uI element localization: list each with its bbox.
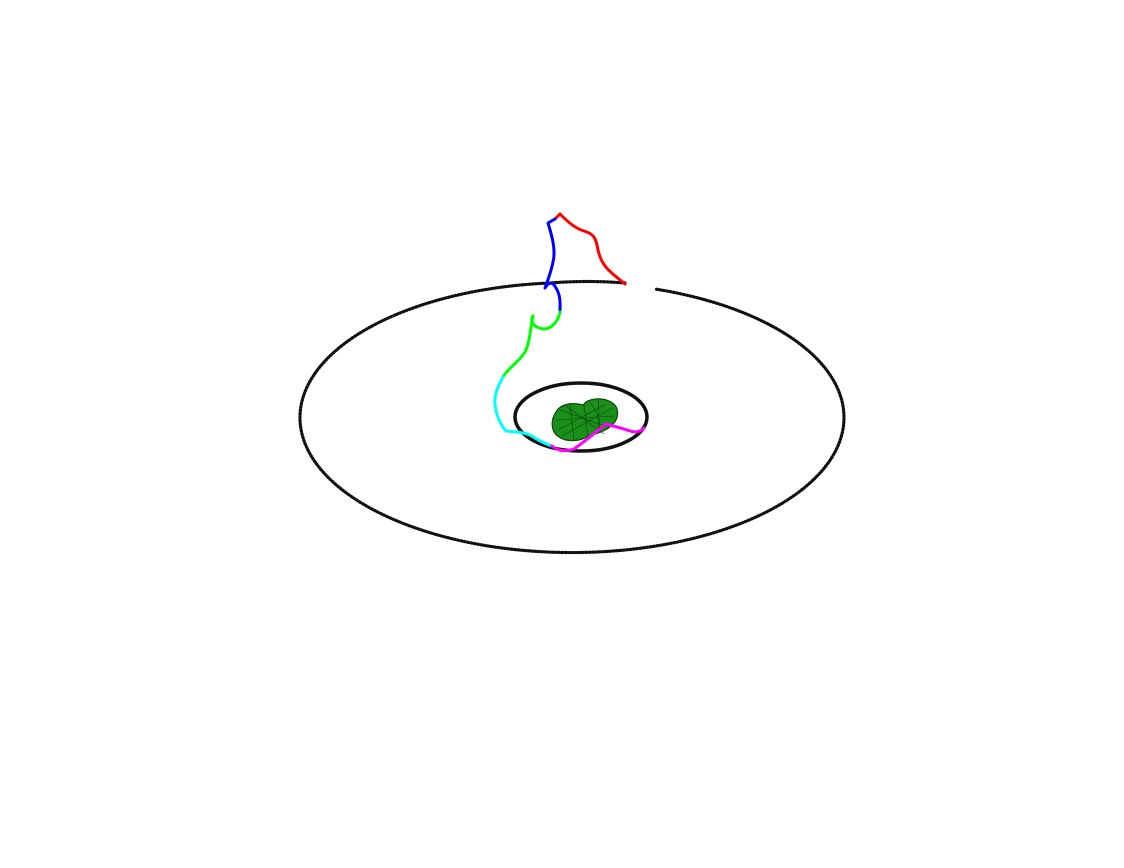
trajectory-segment-1 bbox=[553, 212, 627, 286]
trajectory-segment-3 bbox=[501, 310, 562, 379]
inner-orbit bbox=[513, 381, 649, 453]
trajectory-segment-2 bbox=[543, 217, 562, 314]
outer-orbit-arc bbox=[298, 279, 846, 555]
outer-orbit bbox=[298, 279, 846, 555]
trajectory bbox=[493, 212, 646, 453]
trajectory-segment-5 bbox=[550, 422, 646, 453]
asteroid-icon bbox=[551, 398, 619, 442]
trajectory-segment-4 bbox=[493, 375, 554, 448]
